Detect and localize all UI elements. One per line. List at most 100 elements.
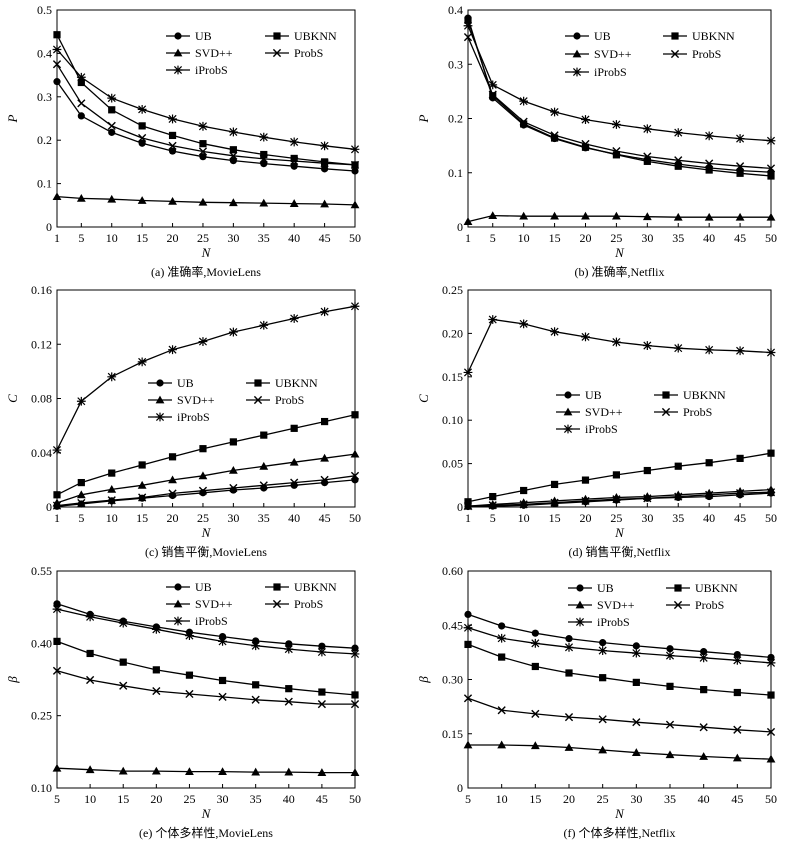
panel-caption: (a) 准确率,MovieLens xyxy=(151,264,261,279)
x-tick-label: 20 xyxy=(150,792,162,806)
data-point xyxy=(199,445,207,453)
data-point xyxy=(52,60,62,69)
legend-label: ProbS xyxy=(294,597,323,611)
x-tick-label: 10 xyxy=(518,511,530,525)
y-tick-label: 0.16 xyxy=(31,283,52,297)
x-tick-label: 45 xyxy=(319,511,331,525)
data-point xyxy=(85,612,95,622)
x-tick-label: 10 xyxy=(106,231,118,245)
data-point xyxy=(285,685,293,693)
data-point xyxy=(284,644,294,654)
data-point xyxy=(700,686,708,694)
legend-marker xyxy=(273,32,281,40)
data-point xyxy=(107,121,116,130)
series-line xyxy=(467,491,772,507)
y-tick-label: 0.30 xyxy=(442,673,463,687)
data-point xyxy=(52,192,62,201)
data-point xyxy=(665,720,675,729)
data-point xyxy=(53,600,61,608)
data-point xyxy=(252,681,260,689)
data-point xyxy=(259,132,269,142)
data-point xyxy=(152,686,161,696)
data-point xyxy=(52,45,62,54)
data-point xyxy=(108,106,116,114)
data-point xyxy=(673,212,683,221)
x-tick-label: 25 xyxy=(610,231,622,245)
y-tick-label: 0.12 xyxy=(31,337,52,351)
data-point xyxy=(290,156,299,166)
y-tick-label: 0.55 xyxy=(31,564,52,578)
series-line xyxy=(56,640,356,696)
data-point xyxy=(320,165,329,173)
data-point xyxy=(168,147,177,155)
legend-label: SVD++ xyxy=(177,393,215,407)
x-tick-label: 40 xyxy=(698,792,710,806)
data-point xyxy=(320,307,329,317)
data-point xyxy=(665,750,675,759)
data-point xyxy=(489,92,497,100)
data-point xyxy=(259,198,269,207)
data-point xyxy=(289,199,299,207)
data-point xyxy=(185,671,194,679)
data-point xyxy=(351,167,359,175)
x-tick-label: 15 xyxy=(549,511,561,525)
legend-marker xyxy=(563,407,573,416)
y-tick-label: 0.25 xyxy=(31,709,52,723)
legend-label: iProbS xyxy=(177,410,210,424)
data-point xyxy=(199,140,207,148)
legend-marker xyxy=(173,65,183,75)
data-point xyxy=(108,469,116,477)
data-point xyxy=(290,162,298,170)
data-point xyxy=(320,417,329,426)
data-point xyxy=(550,107,559,117)
series-svdpp xyxy=(52,763,360,776)
legend-marker xyxy=(575,617,585,627)
legend-marker xyxy=(572,49,582,58)
data-point xyxy=(77,500,85,508)
x-tick-label: 50 xyxy=(765,231,777,245)
legend-marker xyxy=(173,616,183,626)
data-point xyxy=(317,699,326,709)
data-point xyxy=(736,169,744,177)
y-tick-label: 0 xyxy=(457,781,463,795)
data-point xyxy=(736,454,744,462)
series-ubknn xyxy=(53,31,359,169)
x-tick-label: 30 xyxy=(227,231,239,245)
y-tick-label: 0.45 xyxy=(442,618,463,632)
x-tick-label: 25 xyxy=(197,511,209,525)
data-point xyxy=(218,637,227,646)
data-point xyxy=(284,697,293,706)
data-point xyxy=(229,483,238,493)
x-tick-label: 45 xyxy=(734,511,746,525)
data-point xyxy=(218,692,227,701)
x-tick-label: 30 xyxy=(630,792,642,806)
x-tick-label: 30 xyxy=(217,792,229,806)
data-point xyxy=(320,199,329,208)
data-point xyxy=(519,96,529,106)
data-point xyxy=(53,78,61,86)
legend-label: SVD++ xyxy=(597,598,635,612)
data-point xyxy=(666,645,674,653)
data-point xyxy=(519,319,529,329)
legend: UB UBKNN SVD++ ProbS iProbS xyxy=(148,376,318,424)
panel-caption: (e) 个体多样性,MovieLens xyxy=(139,825,273,840)
series-svdpp xyxy=(463,740,776,763)
x-tick-label: 5 xyxy=(465,792,471,806)
data-point xyxy=(107,93,117,103)
data-point xyxy=(733,650,741,659)
x-axis-label: N xyxy=(201,525,212,540)
x-tick-label: 20 xyxy=(563,792,575,806)
y-tick-label: 0 xyxy=(46,500,52,514)
data-point xyxy=(228,327,238,337)
data-point xyxy=(107,372,117,382)
data-point xyxy=(666,682,674,690)
data-point xyxy=(138,122,146,130)
x-tick-label: 35 xyxy=(258,231,270,245)
legend-marker xyxy=(174,583,182,591)
y-axis-label: β xyxy=(5,676,20,684)
data-point xyxy=(198,471,208,480)
data-point xyxy=(705,490,714,499)
data-point xyxy=(350,768,360,776)
data-point xyxy=(488,501,497,510)
data-point xyxy=(550,498,559,507)
